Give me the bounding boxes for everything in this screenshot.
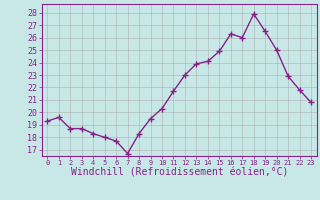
X-axis label: Windchill (Refroidissement éolien,°C): Windchill (Refroidissement éolien,°C) — [70, 168, 288, 178]
